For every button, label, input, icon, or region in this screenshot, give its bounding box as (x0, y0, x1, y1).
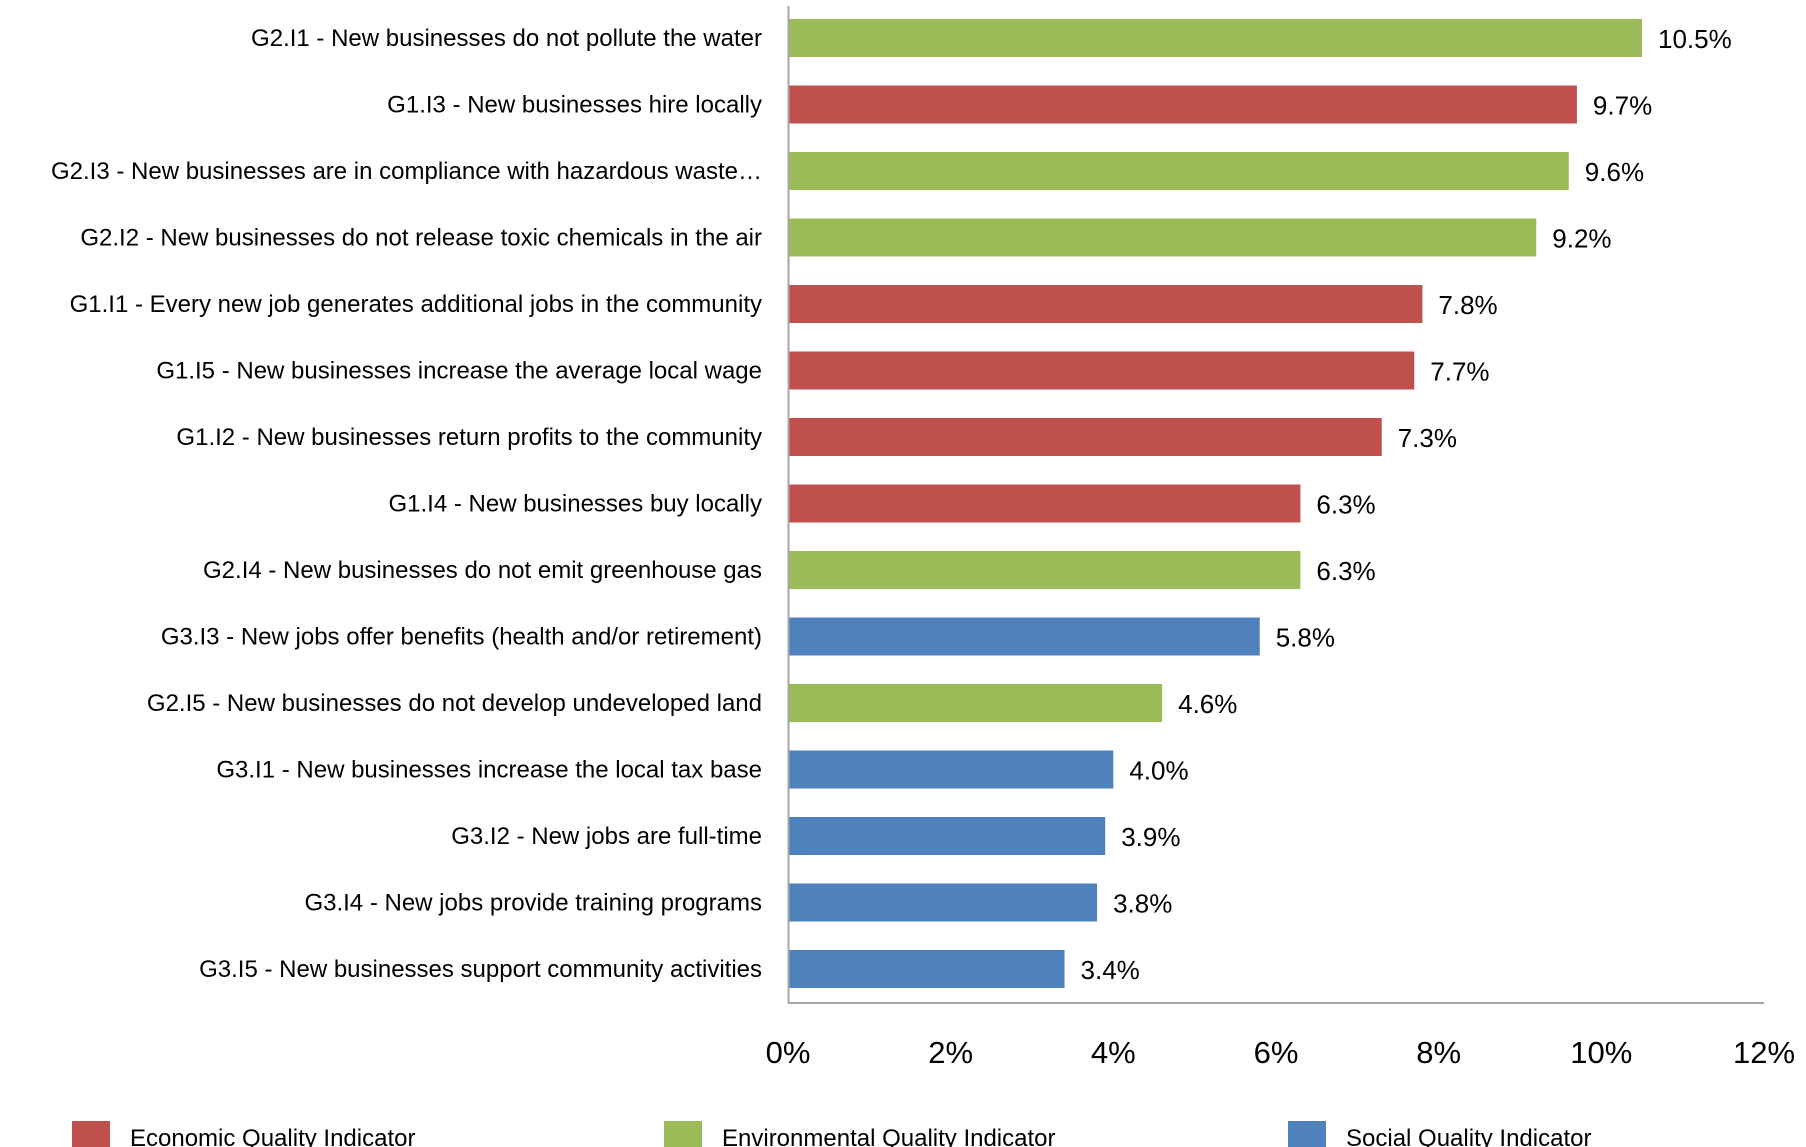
axes (787, 6, 1764, 1004)
category-label-12: G3.I1 - New businesses increase the loca… (216, 757, 762, 784)
bar-10 (788, 617, 1260, 656)
value-label-15: 3.4% (1081, 955, 1140, 985)
bar-7 (788, 418, 1382, 456)
bar-1 (788, 19, 1642, 57)
bar-9 (788, 551, 1301, 589)
bar-12 (788, 750, 1114, 789)
x-tick-label-1: 0% (766, 1035, 811, 1070)
value-label-7: 7.3% (1398, 423, 1457, 453)
value-label-1: 10.5% (1658, 24, 1732, 54)
category-label-3: G2.I3 - New businesses are in compliance… (51, 158, 762, 185)
value-label-13: 3.9% (1121, 822, 1180, 852)
bar-3 (788, 152, 1569, 190)
value-label-3: 9.6% (1585, 157, 1644, 187)
legend-label-environmental: Environmental Quality Indicator (722, 1125, 1056, 1147)
legend-label-social: Social Quality Indicator (1346, 1125, 1591, 1147)
legend-swatch-environmental (664, 1121, 702, 1147)
legend-label-economic: Economic Quality Indicator (130, 1125, 415, 1147)
value-label-10: 5.8% (1276, 623, 1335, 653)
category-label-1: G2.I1 - New businesses do not pollute th… (251, 25, 762, 52)
category-label-10: G3.I3 - New jobs offer benefits (health … (161, 624, 762, 651)
legend-swatch-social (1288, 1121, 1326, 1147)
x-tick-label-7: 12% (1733, 1035, 1795, 1070)
value-label-6: 7.7% (1430, 357, 1489, 387)
category-label-2: G1.I3 - New businesses hire locally (387, 92, 762, 119)
x-tick-label-6: 10% (1570, 1035, 1632, 1070)
x-tick-labels: 0% 2% 4% 6% 8% 10% 12% (766, 1035, 1795, 1070)
bar-15 (788, 950, 1065, 988)
value-label-11: 4.6% (1178, 689, 1237, 719)
category-label-9: G2.I4 - New businesses do not emit green… (203, 557, 762, 584)
category-label-5: G1.I1 - Every new job generates addition… (70, 291, 762, 318)
bar-14 (788, 883, 1098, 922)
category-label-4: G2.I2 - New businesses do not release to… (80, 225, 762, 252)
bar-13 (788, 817, 1106, 855)
bar-5 (788, 285, 1423, 323)
bar-4 (788, 218, 1537, 257)
bars (788, 19, 1642, 988)
x-tick-label-4: 6% (1254, 1035, 1299, 1070)
value-label-4: 9.2% (1552, 224, 1611, 254)
value-label-8: 6.3% (1316, 490, 1375, 520)
legend-swatch-economic (72, 1121, 110, 1147)
category-label-11: G2.I5 - New businesses do not develop un… (147, 690, 762, 717)
value-labels: 10.5% 9.7% 9.6% 9.2% 7.8% 7.7% 7.3% 6.3% 6.3% 5.8… (1081, 24, 1732, 985)
legend: Economic Quality Indicator Environmental … (72, 1121, 1591, 1147)
value-label-9: 6.3% (1316, 556, 1375, 586)
category-label-6: G1.I5 - New businesses increase the aver… (156, 358, 762, 385)
x-tick-label-3: 4% (1091, 1035, 1136, 1070)
x-tick-label-5: 8% (1416, 1035, 1461, 1070)
category-label-14: G3.I4 - New jobs provide training progra… (304, 890, 762, 917)
value-label-14: 3.8% (1113, 889, 1172, 919)
value-label-2: 9.7% (1593, 91, 1652, 121)
bar-6 (788, 351, 1415, 390)
category-label-7: G1.I2 - New businesses return profits to… (176, 424, 762, 451)
category-label-15: G3.I5 - New businesses support community… (199, 956, 762, 983)
bar-2 (788, 85, 1577, 124)
bar-8 (788, 484, 1301, 523)
category-label-8: G1.I4 - New businesses buy locally (389, 491, 763, 518)
category-label-13: G3.I2 - New jobs are full-time (451, 823, 762, 850)
x-tick-label-2: 2% (928, 1035, 973, 1070)
category-labels: G2.I1 - New businesses do not pollute th… (51, 25, 762, 983)
bar-11 (788, 684, 1163, 722)
value-label-5: 7.8% (1438, 290, 1497, 320)
value-label-12: 4.0% (1129, 756, 1188, 786)
